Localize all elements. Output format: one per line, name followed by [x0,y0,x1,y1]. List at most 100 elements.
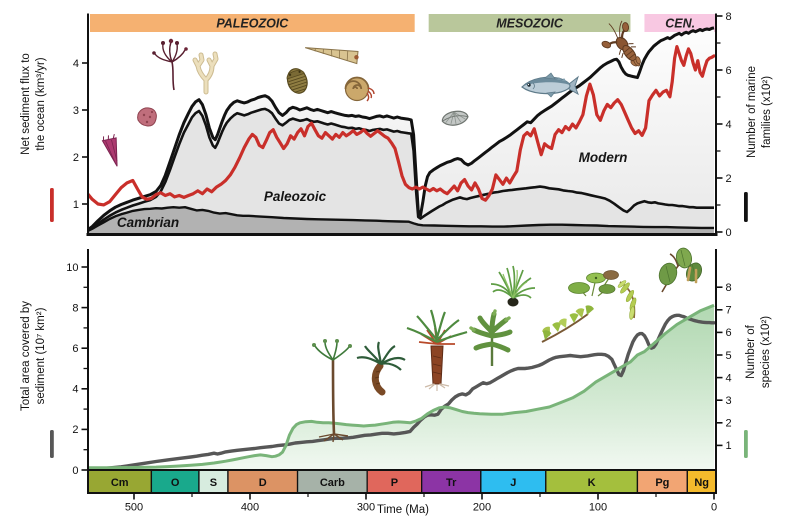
bottom-right-axis-title-line2: species (x10²) [760,315,772,389]
cambrian-fauna-field [88,207,714,235]
bottom-right-axis-title-line1: Number of [745,325,758,379]
drooping-branch-icon [617,280,637,320]
seed-fern-icon [469,309,513,366]
tick-label: 0 [726,227,732,239]
sediment-flux-legend-bar [50,188,54,222]
period-band-label: S [210,477,217,489]
marine-families-legend-bar [744,192,748,222]
cycad-icon [356,341,406,396]
plant-species-area [88,305,714,470]
ammonite-icon [344,76,375,102]
era-band-paleozoic [90,14,415,32]
total-families-curve [88,26,715,232]
tick-label: 2 [726,173,732,185]
era-band-cen [644,14,716,32]
trilobite-icon [286,68,308,94]
period-band-label: Ng [694,477,709,489]
bivalve-icon [441,110,469,126]
time-tick-label: 100 [589,502,607,514]
bottom-right-axis-title: Number of species (x10²) [744,316,774,388]
top-right-axis-title-line1: Number of marine [746,65,759,159]
marine-organisms [101,20,641,167]
tick-label: 4 [73,58,79,70]
period-row-border [87,469,717,494]
tick-label: 8 [726,282,732,294]
water-plant-icon [568,270,619,297]
tick-label: 2 [73,152,79,164]
tick-label: 6 [726,327,732,339]
fish-icon [521,72,579,98]
tick-label: 8 [72,302,78,314]
broadleaf-catkins-icon [658,247,703,293]
tick-label: 1 [73,199,79,211]
sediment-area-curve [88,313,716,470]
coral-icon [192,51,219,95]
period-band-label: Carb [320,477,345,489]
time-tick-label: 0 [711,502,717,514]
marine-curves [88,26,716,233]
bottom-left-axis-title-line1: Total area covered by [20,301,33,411]
lobster-icon [601,20,641,67]
plant-species-curve [88,303,715,470]
crinoid-icon [152,38,188,91]
time-tick-label: 200 [473,502,491,514]
tick-label: 0 [72,465,78,477]
terrestrial-curves [88,303,716,470]
period-band-label: Tr [446,477,457,489]
tick-label: 3 [73,105,79,117]
tick-label: 6 [72,343,78,355]
period-band-label: P [391,477,398,489]
plant-species-legend-bar [744,430,748,458]
conulariid-icon [101,133,118,167]
tick-label: 4 [726,372,732,384]
top-right-axis-title: Number of marine families (x10²) [745,66,775,158]
tick-label: 4 [726,119,732,131]
time-tick-label: 400 [241,502,259,514]
orthocone-icon [305,47,359,65]
cambrian-fauna-curve [88,206,714,233]
tree-fern-icon [406,309,468,391]
land-plants [312,247,703,443]
sediment-flux-curve [88,45,716,207]
paleozoic-fauna-curve [88,107,714,232]
period-band-label: J [510,477,516,489]
period-band-label: D [259,477,267,489]
tick-label: 2 [72,424,78,436]
tick-label: 10 [66,262,78,274]
bottom-left-axis-title-line2: sediment (10⁷ km²) [35,307,47,405]
period-band-label: Cm [111,477,129,489]
sediment-area-legend-bar [50,430,54,458]
tick-label: 5 [726,350,732,362]
period-band-label: K [588,477,596,489]
period-band-label: Pg [655,477,669,489]
period-band-row: Cm O S D Carb P Tr J K Pg Ng 500 400 300 200 100 0 [87,469,717,514]
tick-label: 8 [726,11,732,23]
top-right-axis-title-line2: families (x10²) [761,75,773,149]
era-band-label: MESOZOIC [496,17,564,31]
top-panel-axes: 1 2 3 4 0 2 4 6 8 [73,11,732,239]
top-left-axis-title-line1: Net sediment flux to [20,53,33,155]
era-band-mesozoic [428,14,631,32]
fern-icon [490,265,536,307]
ginkgo-icon [541,305,594,343]
bottom-left-axis-title: Total area covered by sediment (10⁷ km²) [19,301,49,411]
tick-label: 4 [72,384,78,396]
era-band-label: PALEOZOIC [216,17,289,31]
tick-label: 3 [726,395,732,407]
era-band-label: CEN. [665,17,695,31]
top-left-axis-title-line2: the ocean (km³/yr) [35,57,47,151]
early-tree-icon [312,339,352,443]
time-tick-label: 300 [357,502,375,514]
time-tick-label: 500 [125,502,143,514]
tick-label: 6 [726,65,732,77]
period-band-label: O [171,477,180,489]
tick-label: 1 [726,440,732,452]
paleozoic-fauna-label: Paleozoic [264,189,327,204]
sponge-icon [137,107,157,127]
cambrian-fauna-label: Cambrian [117,215,179,230]
era-band-row: PALEOZOIC MESOZOIC CEN. [90,14,716,32]
time-axis-title: Time (Ma) [377,504,429,516]
